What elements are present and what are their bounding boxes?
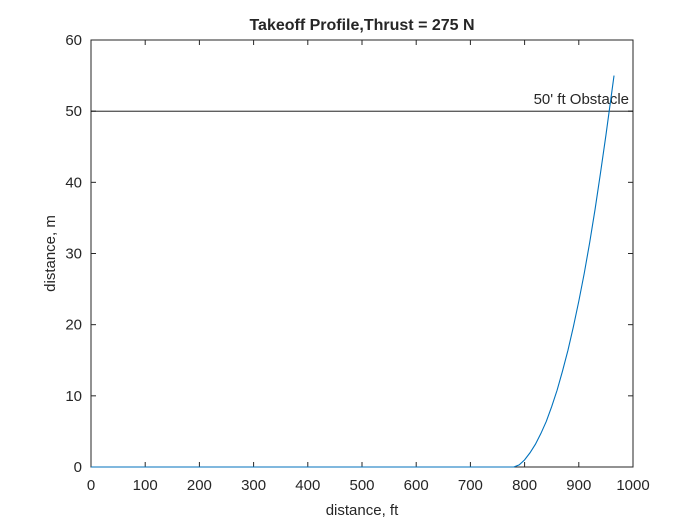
x-tick-label: 900 [566, 477, 591, 494]
x-tick-label: 500 [349, 477, 374, 494]
y-tick-label: 10 [65, 388, 82, 405]
x-tick-label: 200 [187, 477, 212, 494]
y-tick-label: 0 [74, 459, 82, 476]
x-tick-label: 300 [241, 477, 266, 494]
y-tick-label: 30 [65, 246, 82, 263]
x-tick-label: 1000 [616, 477, 649, 494]
y-tick-label: 20 [65, 317, 82, 334]
chart-title: Takeoff Profile,Thrust = 275 N [249, 17, 474, 34]
y-axis-label: distance, m [42, 215, 59, 292]
x-axis-label: distance, ft [326, 502, 399, 519]
x-tick-label: 0 [87, 477, 95, 494]
x-tick-label: 800 [512, 477, 537, 494]
obstacle-label: 50' ft Obstacle [534, 91, 629, 108]
plot-area: 0 100 200 300 400 500 600 700 800 900 1000 0 10 20 30 4… [42, 17, 650, 519]
x-tick-label: 100 [133, 477, 158, 494]
x-tick-label: 400 [295, 477, 320, 494]
y-tick-label: 60 [65, 32, 82, 49]
x-tick-label: 700 [458, 477, 483, 494]
y-tick-label: 40 [65, 174, 82, 191]
series-line [91, 75, 615, 468]
x-tick-label: 600 [404, 477, 429, 494]
y-tick-label: 50 [65, 103, 82, 120]
